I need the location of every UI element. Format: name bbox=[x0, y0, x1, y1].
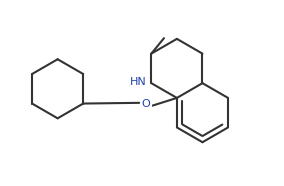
Text: O: O bbox=[142, 99, 151, 109]
Text: HN: HN bbox=[130, 77, 146, 87]
